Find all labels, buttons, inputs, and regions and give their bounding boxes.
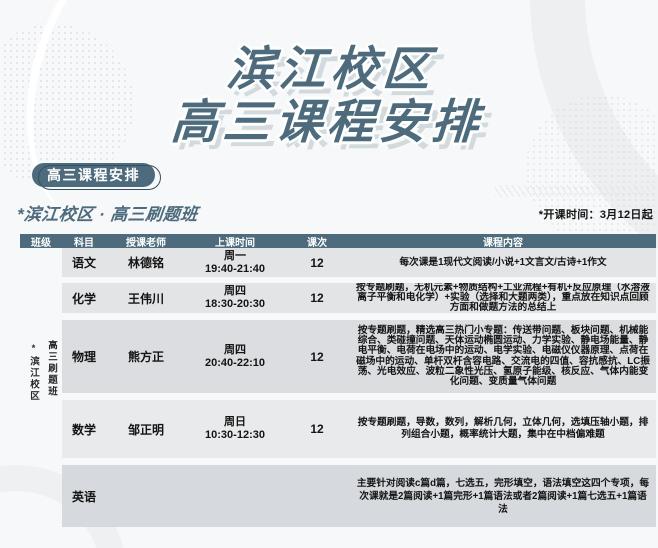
time-cell: 周一 19:40-21:40 <box>186 248 284 277</box>
content-cell: 按专题刷题，无机元素+物质结构+工业流程+有机+反应原理（水溶液离子平衡和电化学… <box>356 283 650 313</box>
class-subtitle: *滨江校区 · 高三刷题班 <box>15 205 200 224</box>
teacher-cell: 林德铭 <box>127 256 164 270</box>
header-time: 上课时间 <box>215 237 255 249</box>
schedule-badge: 高三课程安排 <box>32 163 161 190</box>
teacher-cell: 邹正明 <box>127 422 164 437</box>
content-cell: 主要针对阅读c篇d篇，七选五，完形填空，语法填空这四个专项，每次课就是2篇阅读+… <box>356 477 650 515</box>
table-row: 语文 林德铭 周一 19:40-21:40 12 每次课是1现代文阅读/小说+1… <box>62 248 656 277</box>
time-cell <box>186 465 284 527</box>
time-day: 周一 <box>224 249 246 262</box>
start-date-note: *开课时间：3月12日起 <box>538 209 653 221</box>
table-row: 化学 王伟川 周四 18:30-20:30 12 按专题刷题，无机元素+物质结构… <box>62 283 656 313</box>
time-range: 20:40-22:10 <box>205 356 265 369</box>
header-class: 班级 <box>31 237 51 249</box>
class-vertical-label-class: 高三刷题班 <box>46 340 57 398</box>
time-cell: 周四 18:30-20:30 <box>186 283 284 313</box>
table-row: 物理 熊方正 周四 20:40-22:10 12 按专题刷题，精选高三热门小专题… <box>62 320 656 393</box>
header-content: 课程内容 <box>483 237 523 249</box>
sessions-cell: 12 <box>310 291 324 305</box>
title-line-2: 高三课程安排 <box>169 95 485 148</box>
schedule-table: 班级 科目 授课老师 上课时间 课次 课程内容 语文 林德铭 周一 19:40-… <box>20 234 656 527</box>
content-cell: 按专题刷题，导数，数列，解析几何，立体几何，选填压轴小题，排列组合小题，概率统计… <box>357 417 649 440</box>
table-row: 数学 邹正明 周日 10:30-12:30 12 按专题刷题，导数，数列，解析几… <box>62 400 656 458</box>
teacher-cell <box>106 465 186 527</box>
time-cell: 周日 10:30-12:30 <box>186 400 284 458</box>
subject-cell: 语文 <box>71 256 96 270</box>
time-cell: 周四 20:40-22:10 <box>186 320 284 393</box>
class-vertical-label: *滨江校区 高三刷题班 <box>26 340 58 402</box>
title-line-1: 滨江校区 <box>225 42 437 95</box>
content-cell: 按专题刷题，精选高三热门小专题：传送带问题、板块问题、机械能综合、类碰撞问题、天… <box>356 325 650 387</box>
sessions-cell <box>284 465 350 527</box>
time-range: 18:30-20:30 <box>205 298 265 310</box>
class-vertical-label-campus: *滨江校区 <box>28 343 39 402</box>
sessions-cell: 12 <box>310 255 324 270</box>
campus-title: 滨江校区 高三课程安排 <box>0 42 658 148</box>
hatch-lines-decoration <box>495 185 655 197</box>
time-day: 周四 <box>224 285 246 297</box>
subject-cell: 数学 <box>71 422 96 437</box>
time-day: 周日 <box>224 416 246 428</box>
sessions-cell: 12 <box>310 349 324 364</box>
content-cell: 每次课是1现代文阅读/小说+1文言文/古诗+1作文 <box>399 256 607 268</box>
table-row: 英语 主要针对阅读c篇d篇，七选五，完形填空，语法填空这四个专项，每次课就是2篇… <box>62 465 656 527</box>
time-range: 19:40-21:40 <box>205 262 265 275</box>
table-body: 语文 林德铭 周一 19:40-21:40 12 每次课是1现代文阅读/小说+1… <box>62 248 656 527</box>
subject-cell: 英语 <box>71 489 96 504</box>
time-day: 周四 <box>224 343 246 356</box>
header-subject: 科目 <box>74 237 94 249</box>
table-header: 班级 科目 授课老师 上课时间 课次 课程内容 <box>20 234 656 249</box>
halftone-dots-topright-decoration <box>525 95 658 245</box>
sessions-cell: 12 <box>310 422 324 436</box>
teacher-cell: 熊方正 <box>127 350 164 364</box>
teacher-cell: 王伟川 <box>127 291 164 306</box>
header-sessions: 课次 <box>307 237 327 249</box>
subject-cell: 物理 <box>71 350 96 364</box>
halftone-dots-topleft-decoration <box>0 24 134 186</box>
header-teacher: 授课老师 <box>126 237 166 249</box>
time-range: 10:30-12:30 <box>205 429 265 441</box>
subject-cell: 化学 <box>71 291 96 306</box>
